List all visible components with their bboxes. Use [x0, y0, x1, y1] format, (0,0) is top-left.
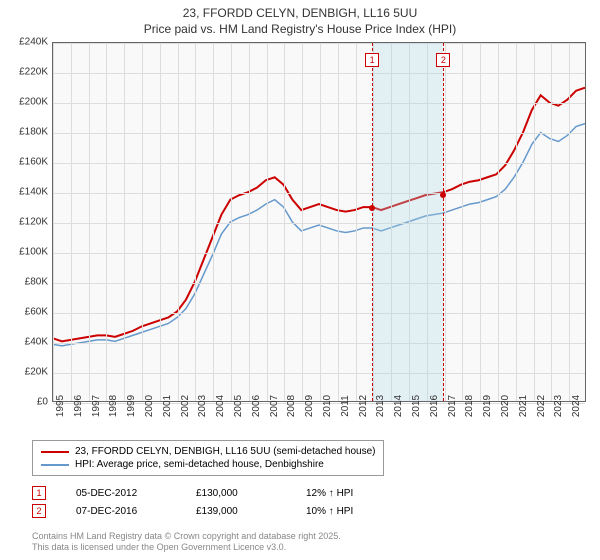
- legend-row: 23, FFORDD CELYN, DENBIGH, LL16 5UU (sem…: [41, 445, 375, 458]
- x-tick-label: 2012: [358, 395, 369, 417]
- marker-line: [372, 43, 373, 401]
- legend-swatch: [41, 464, 69, 466]
- legend-label: HPI: Average price, semi-detached house,…: [75, 459, 324, 470]
- y-tick-label: £200K: [4, 97, 48, 108]
- x-tick-label: 2004: [215, 395, 226, 417]
- chart-container: 23, FFORDD CELYN, DENBIGH, LL16 5UU Pric…: [0, 0, 600, 560]
- transactions-table: 1 05-DEC-2012 £130,000 12% ↑ HPI 2 07-DEC-201…: [32, 484, 353, 520]
- transaction-marker: 1: [32, 486, 46, 500]
- x-tick-label: 2002: [180, 395, 191, 417]
- marker-line: [443, 43, 444, 401]
- transaction-date: 05-DEC-2012: [76, 488, 166, 499]
- marker-box: 2: [436, 53, 450, 67]
- y-tick-label: £40K: [4, 337, 48, 348]
- footer-attribution: Contains HM Land Registry data © Crown c…: [32, 531, 341, 554]
- highlight-band: [372, 43, 443, 401]
- legend-swatch: [41, 451, 69, 453]
- chart-title: 23, FFORDD CELYN, DENBIGH, LL16 5UU Pric…: [0, 0, 600, 37]
- transaction-marker: 2: [32, 504, 46, 518]
- x-tick-label: 1997: [91, 395, 102, 417]
- y-tick-label: £160K: [4, 157, 48, 168]
- x-tick-label: 2015: [411, 395, 422, 417]
- x-tick-label: 2011: [340, 395, 351, 417]
- x-tick-label: 2014: [393, 395, 404, 417]
- y-tick-label: £220K: [4, 67, 48, 78]
- y-tick-label: £180K: [4, 127, 48, 138]
- y-tick-label: £140K: [4, 187, 48, 198]
- transaction-row: 2 07-DEC-2016 £139,000 10% ↑ HPI: [32, 502, 353, 520]
- x-tick-label: 2017: [447, 395, 458, 417]
- x-tick-label: 2007: [269, 395, 280, 417]
- legend-label: 23, FFORDD CELYN, DENBIGH, LL16 5UU (sem…: [75, 446, 375, 457]
- x-tick-label: 2003: [197, 395, 208, 417]
- x-tick-label: 1995: [55, 395, 66, 417]
- x-tick-label: 2022: [536, 395, 547, 417]
- footer-line-1: Contains HM Land Registry data © Crown c…: [32, 531, 341, 543]
- x-tick-label: 2021: [518, 395, 529, 417]
- x-tick-label: 2008: [286, 395, 297, 417]
- x-tick-label: 2005: [233, 395, 244, 417]
- y-tick-label: £100K: [4, 247, 48, 258]
- x-tick-label: 2013: [375, 395, 386, 417]
- y-tick-label: £60K: [4, 307, 48, 318]
- x-tick-label: 2023: [553, 395, 564, 417]
- y-tick-label: £80K: [4, 277, 48, 288]
- x-tick-label: 2019: [482, 395, 493, 417]
- legend-row: HPI: Average price, semi-detached house,…: [41, 458, 375, 471]
- legend: 23, FFORDD CELYN, DENBIGH, LL16 5UU (sem…: [32, 440, 384, 476]
- transaction-vs-hpi: 10% ↑ HPI: [306, 506, 353, 517]
- transaction-price: £139,000: [196, 506, 276, 517]
- chart-lines-svg: [53, 43, 585, 401]
- x-tick-label: 2024: [571, 395, 582, 417]
- title-line-2: Price paid vs. HM Land Registry's House …: [0, 22, 600, 38]
- transaction-date: 07-DEC-2016: [76, 506, 166, 517]
- transaction-vs-hpi: 12% ↑ HPI: [306, 488, 353, 499]
- marker-box: 1: [365, 53, 379, 67]
- transaction-row: 1 05-DEC-2012 £130,000 12% ↑ HPI: [32, 484, 353, 502]
- x-tick-label: 2006: [251, 395, 262, 417]
- x-tick-label: 1996: [73, 395, 84, 417]
- chart-plot-area: 12: [52, 42, 586, 402]
- x-tick-label: 1998: [108, 395, 119, 417]
- series-line: [53, 88, 585, 342]
- x-tick-label: 2000: [144, 395, 155, 417]
- footer-line-2: This data is licensed under the Open Gov…: [32, 542, 341, 554]
- x-tick-label: 2009: [304, 395, 315, 417]
- y-tick-label: £240K: [4, 37, 48, 48]
- y-tick-label: £0: [4, 397, 48, 408]
- x-tick-label: 2016: [429, 395, 440, 417]
- sale-dot: [369, 205, 375, 211]
- x-tick-label: 2018: [464, 395, 475, 417]
- y-tick-label: £120K: [4, 217, 48, 228]
- transaction-price: £130,000: [196, 488, 276, 499]
- x-tick-label: 1999: [126, 395, 137, 417]
- title-line-1: 23, FFORDD CELYN, DENBIGH, LL16 5UU: [0, 6, 600, 22]
- x-tick-label: 2020: [500, 395, 511, 417]
- x-tick-label: 2001: [162, 395, 173, 417]
- y-tick-label: £20K: [4, 367, 48, 378]
- x-tick-label: 2010: [322, 395, 333, 417]
- sale-dot: [440, 192, 446, 198]
